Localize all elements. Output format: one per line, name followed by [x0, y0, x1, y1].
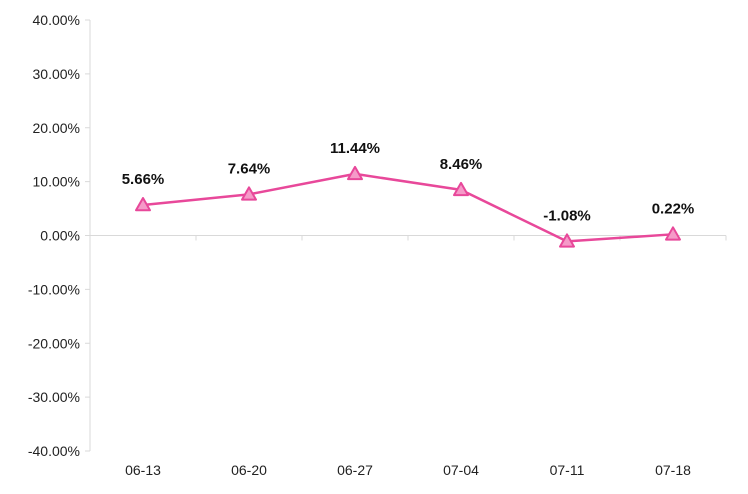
data-label: 11.44% [330, 140, 380, 157]
x-tick-label: 06-20 [231, 462, 267, 478]
data-point-triangle [665, 226, 681, 241]
series-line [142, 172, 674, 243]
data-point-triangle [347, 165, 363, 181]
x-tick-label: 07-18 [655, 462, 691, 478]
y-tick-label: 40.00% [33, 12, 80, 28]
y-axis: 40.00% 30.00% 20.00% 10.00% 0.00% -10.00% -20.… [28, 12, 91, 459]
x-tick-label: 07-11 [550, 462, 585, 478]
data-label: 5.66% [122, 171, 165, 188]
data-point-triangle [135, 197, 151, 212]
x-axis: 06-13 06-20 06-27 07-04 07-11 07-18 [89, 235, 727, 478]
y-tick-label: -20.00% [28, 335, 80, 351]
x-tick-label: 06-13 [125, 462, 161, 478]
data-point-triangle [559, 233, 575, 248]
y-tick-label: -40.00% [28, 443, 80, 459]
y-tick-label: 20.00% [33, 120, 80, 136]
data-point-triangle [453, 181, 469, 197]
data-label: 8.46% [440, 156, 483, 173]
y-tick-label: -30.00% [28, 389, 80, 405]
y-tick-label: -10.00% [28, 281, 80, 297]
data-point-triangle [241, 186, 257, 201]
data-label: -1.08% [543, 207, 591, 224]
series-line-group [135, 165, 681, 248]
x-tick-label: 06-27 [337, 462, 373, 478]
y-tick-label: 10.00% [33, 174, 80, 190]
y-tick-label: 30.00% [33, 66, 80, 82]
data-label: 7.64% [228, 160, 271, 177]
data-label: 0.22% [652, 200, 695, 217]
data-labels: 5.66% 7.64% 11.44% 8.46% -1.08% 0.22% [122, 140, 695, 224]
x-tick-label: 07-04 [443, 462, 479, 478]
y-tick-label: 0.00% [40, 228, 80, 244]
